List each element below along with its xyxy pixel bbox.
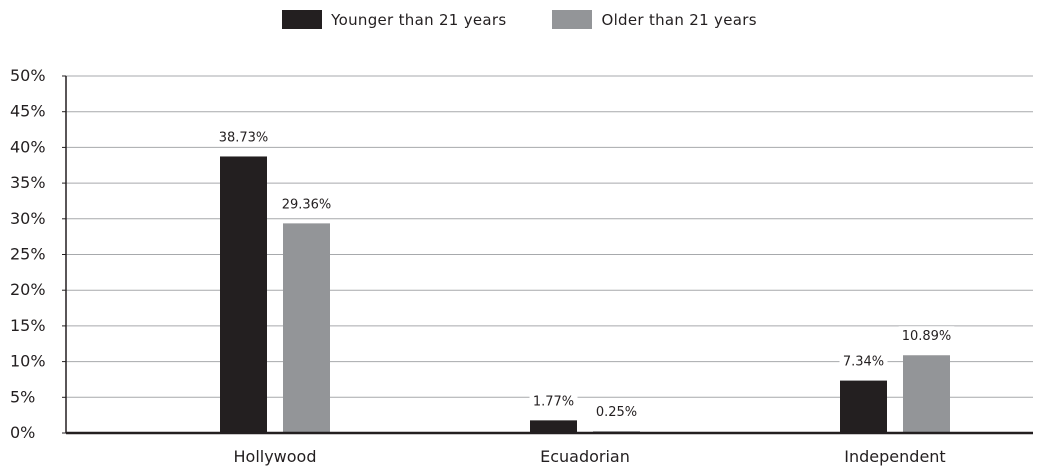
x-tick-label: Hollywood [234, 447, 317, 466]
y-tick-label: 35% [10, 173, 46, 192]
y-tick-label: 5% [10, 387, 35, 406]
y-tick-label: 20% [10, 280, 46, 299]
bar-ecuadorian-series-1 [530, 420, 577, 433]
y-tick-label: 40% [10, 137, 46, 156]
y-tick-label: 15% [10, 316, 46, 335]
data-label-background [592, 402, 641, 421]
y-tick-label: 45% [10, 102, 46, 121]
y-tick-label: 30% [10, 209, 46, 228]
data-label: 29.36% [282, 197, 332, 212]
data-label: 10.89% [902, 329, 952, 344]
data-label: 0.25% [596, 405, 637, 420]
legend-label-older: Older than 21 years [601, 10, 757, 29]
data-label: 38.73% [219, 130, 269, 145]
data-label-background [898, 326, 955, 345]
data-label-background [839, 351, 888, 370]
x-tick-label: Ecuadorian [540, 447, 630, 466]
y-tick-label: 10% [10, 352, 46, 371]
bar-hollywood-series-2 [283, 223, 330, 433]
bar-independent-series-1 [840, 380, 887, 433]
legend-label-younger: Younger than 21 years [331, 10, 507, 29]
legend-item-younger: Younger than 21 years [282, 10, 506, 29]
y-tick-label: 25% [10, 245, 46, 264]
data-label-background [278, 194, 335, 213]
y-tick-label: 50% [10, 66, 46, 85]
legend-item-older: Older than 21 years [552, 10, 757, 29]
data-label: 7.34% [843, 355, 884, 370]
data-label-background [215, 127, 272, 146]
bar-independent-series-2 [903, 355, 950, 433]
legend: Younger than 21 years Older than 21 year… [0, 10, 1039, 29]
y-tick-label: 0% [10, 423, 35, 442]
legend-swatch-younger [282, 10, 323, 29]
bar-hollywood-series-1 [220, 156, 267, 433]
x-tick-label: Independent [844, 447, 945, 466]
data-label-background [529, 391, 578, 410]
data-label: 1.77% [533, 394, 574, 409]
legend-swatch-older [552, 10, 593, 29]
